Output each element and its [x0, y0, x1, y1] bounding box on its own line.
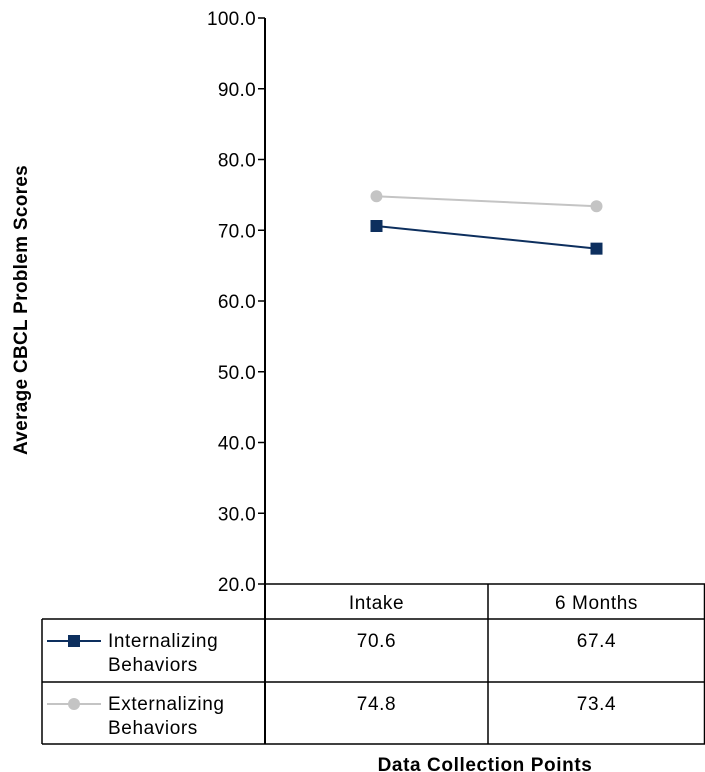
legend-label: Behaviors	[108, 718, 198, 739]
data-point-circle	[370, 190, 383, 203]
y-tick-label: 80.0	[218, 151, 256, 172]
legend-marker-square	[68, 635, 80, 647]
data-value: 70.6	[357, 631, 396, 652]
y-tick-label: 60.0	[218, 292, 256, 313]
y-tick-label: 30.0	[218, 504, 256, 525]
y-tick-label: 50.0	[218, 363, 256, 384]
data-table: Intake 6 Months Internalizing Behaviors 70.6…	[47, 593, 638, 739]
y-tick-label: 70.0	[218, 221, 256, 242]
y-tick-label: 40.0	[218, 434, 256, 455]
y-tick-label: 90.0	[218, 80, 256, 101]
y-ticks: 20.0 30.0 40.0 50.0 60.0 70.0 80.0 90.0 100.0	[207, 9, 265, 596]
data-value: 67.4	[577, 631, 616, 652]
axes	[41, 18, 705, 745]
data-point-square	[370, 220, 383, 233]
data-value: 73.4	[577, 694, 616, 715]
legend-label: Internalizing	[108, 631, 218, 652]
category-label: 6 Months	[555, 593, 638, 614]
category-label: Intake	[349, 593, 404, 614]
y-axis-label: Average CBCL Problem Scores	[11, 165, 32, 455]
legend-label: Externalizing	[108, 694, 225, 715]
data-point-square	[590, 242, 603, 255]
y-tick-label: 20.0	[218, 575, 256, 596]
x-axis-label: Data Collection Points	[378, 755, 593, 772]
series-line-0	[376, 225, 597, 250]
data-value: 74.8	[357, 694, 396, 715]
data-point-circle	[590, 200, 603, 213]
y-tick-label: 100.0	[207, 9, 256, 30]
series	[370, 190, 603, 255]
legend-marker-circle	[68, 698, 80, 710]
legend-label: Behaviors	[108, 655, 198, 676]
series-line-1	[376, 195, 597, 208]
